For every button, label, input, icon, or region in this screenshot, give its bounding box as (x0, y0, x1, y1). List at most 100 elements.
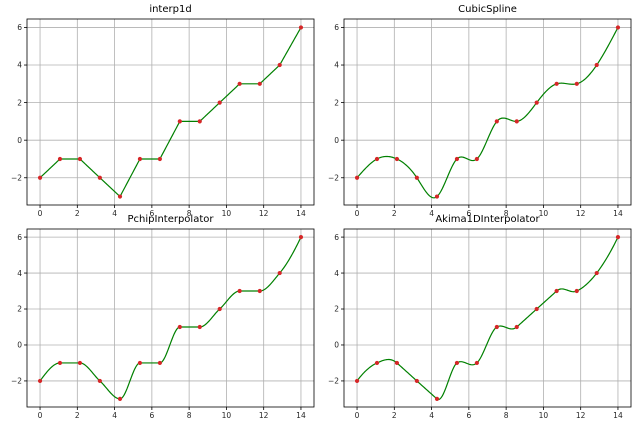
data-point (514, 324, 519, 330)
data-point (494, 324, 499, 330)
x-tick-label: 2 (75, 209, 80, 218)
subplot-title: CubicSpline (458, 4, 517, 15)
subplot-title: Akima1DInterpolator (435, 214, 540, 225)
x-tick-label: 0 (355, 209, 360, 218)
x-tick-label: 8 (187, 209, 192, 218)
data-point (157, 156, 162, 162)
x-tick-label: 12 (259, 411, 269, 420)
data-point (277, 62, 282, 68)
y-tick-label: 6 (17, 233, 22, 242)
data-point (414, 378, 419, 384)
subplot-3: 0 2 4 6 8 10 12 14 −2 0 2 4 6 PchipInterpolator (11, 214, 315, 420)
data-point (137, 360, 143, 366)
y-tick-label: 0 (334, 341, 339, 350)
x-tick-label: 0 (38, 411, 43, 420)
data-point (97, 378, 102, 384)
x-tick-label: 2 (75, 411, 80, 420)
x-tick-label: 14 (613, 209, 623, 218)
x-tick-label: 12 (576, 209, 586, 218)
data-point (594, 62, 599, 68)
data-point (177, 119, 182, 124)
data-point (574, 81, 579, 86)
interpolated-line (356, 27, 619, 199)
y-tick-label: 2 (334, 305, 339, 314)
x-tick-label: 12 (259, 209, 269, 218)
x-tick-label: 6 (149, 209, 154, 218)
data-point (117, 194, 123, 199)
subplot-title: interp1d (149, 4, 191, 15)
x-tick-label: 6 (466, 411, 471, 420)
subplot-2: 0 2 4 6 8 10 12 14 −2 0 2 4 6 CubicSpline (328, 4, 632, 218)
data-point (554, 288, 559, 294)
x-tick-label: 10 (222, 411, 232, 420)
y-tick-label: −2 (328, 377, 339, 386)
x-tick-label: 10 (539, 411, 549, 420)
data-point (197, 119, 202, 124)
data-point (414, 175, 419, 180)
x-tick-label: 4 (429, 209, 434, 218)
x-tick-label: 0 (355, 411, 360, 420)
y-tick-label: 4 (334, 269, 339, 278)
x-tick-label: 8 (504, 411, 509, 420)
data-point (434, 396, 440, 402)
data-point (534, 100, 539, 105)
data-point (57, 360, 63, 366)
subplot-title: PchipInterpolator (128, 214, 215, 225)
y-tick-label: −2 (11, 377, 22, 386)
data-point (77, 156, 83, 162)
x-tick-label: 14 (296, 209, 306, 218)
data-point (574, 288, 579, 294)
data-point (157, 360, 162, 366)
x-tick-label: 4 (112, 209, 117, 218)
y-tick-label: 4 (17, 269, 22, 278)
data-point (354, 378, 360, 384)
x-tick-label: 0 (38, 209, 43, 218)
data-point (298, 234, 304, 240)
x-tick-label: 8 (504, 209, 509, 218)
data-point (534, 306, 539, 312)
axes-frame (343, 228, 632, 408)
data-point (494, 119, 499, 124)
x-tick-label: 2 (392, 209, 397, 218)
y-tick-label: −2 (11, 173, 22, 182)
y-tick-label: 6 (334, 233, 339, 242)
interpolated-line (356, 236, 619, 401)
data-point (137, 156, 143, 162)
x-tick-label: 2 (392, 411, 397, 420)
y-tick-label: 4 (334, 61, 339, 70)
y-tick-label: 0 (17, 341, 22, 350)
data-point (554, 81, 559, 86)
data-point (514, 119, 519, 124)
data-point (237, 288, 242, 294)
y-tick-label: 6 (334, 23, 339, 32)
data-point (277, 270, 282, 276)
x-tick-label: 8 (187, 411, 192, 420)
data-point (474, 360, 479, 366)
y-tick-label: 2 (17, 98, 22, 107)
interpolated-line (39, 27, 302, 198)
data-point (197, 324, 202, 330)
data-point (615, 25, 621, 30)
y-tick-label: 6 (17, 23, 22, 32)
y-tick-label: 0 (17, 136, 22, 145)
data-point (454, 360, 460, 366)
data-point (37, 175, 43, 180)
x-tick-label: 14 (296, 411, 306, 420)
y-tick-label: 2 (17, 305, 22, 314)
data-point (57, 156, 63, 162)
x-tick-label: 10 (539, 209, 549, 218)
y-tick-label: −2 (328, 173, 339, 182)
data-point (594, 270, 599, 276)
y-tick-label: 0 (334, 136, 339, 145)
data-point (217, 306, 222, 312)
subplot-1: 0 2 4 6 8 10 12 14 −2 0 2 4 6 interp1d (11, 4, 315, 218)
x-tick-label: 6 (466, 209, 471, 218)
x-tick-label: 6 (149, 411, 154, 420)
data-point (298, 25, 304, 30)
data-point (615, 234, 621, 240)
data-point (257, 81, 262, 86)
axes-frame (343, 18, 632, 206)
data-point (97, 175, 102, 180)
data-point (434, 194, 440, 199)
